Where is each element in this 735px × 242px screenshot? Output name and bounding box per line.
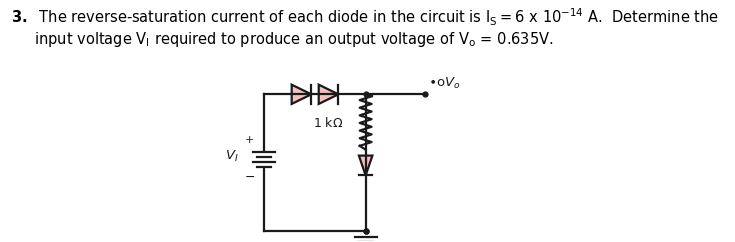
Text: +: + [245, 135, 254, 145]
Text: 1 k$\Omega$: 1 k$\Omega$ [313, 116, 343, 130]
Polygon shape [359, 156, 373, 175]
Text: $\bullet$o$V_o$: $\bullet$o$V_o$ [428, 76, 460, 91]
Text: $V_I$: $V_I$ [225, 149, 238, 164]
Text: $\mathbf{3.}$  The reverse-saturation current of each diode in the circuit is $\: $\mathbf{3.}$ The reverse-saturation cur… [11, 6, 719, 28]
Text: −: − [244, 171, 255, 184]
Polygon shape [319, 85, 338, 104]
Text: input voltage $\mathrm{V_I}$ required to produce an output voltage of $\mathrm{V: input voltage $\mathrm{V_I}$ required to… [11, 30, 553, 49]
Polygon shape [292, 85, 312, 104]
